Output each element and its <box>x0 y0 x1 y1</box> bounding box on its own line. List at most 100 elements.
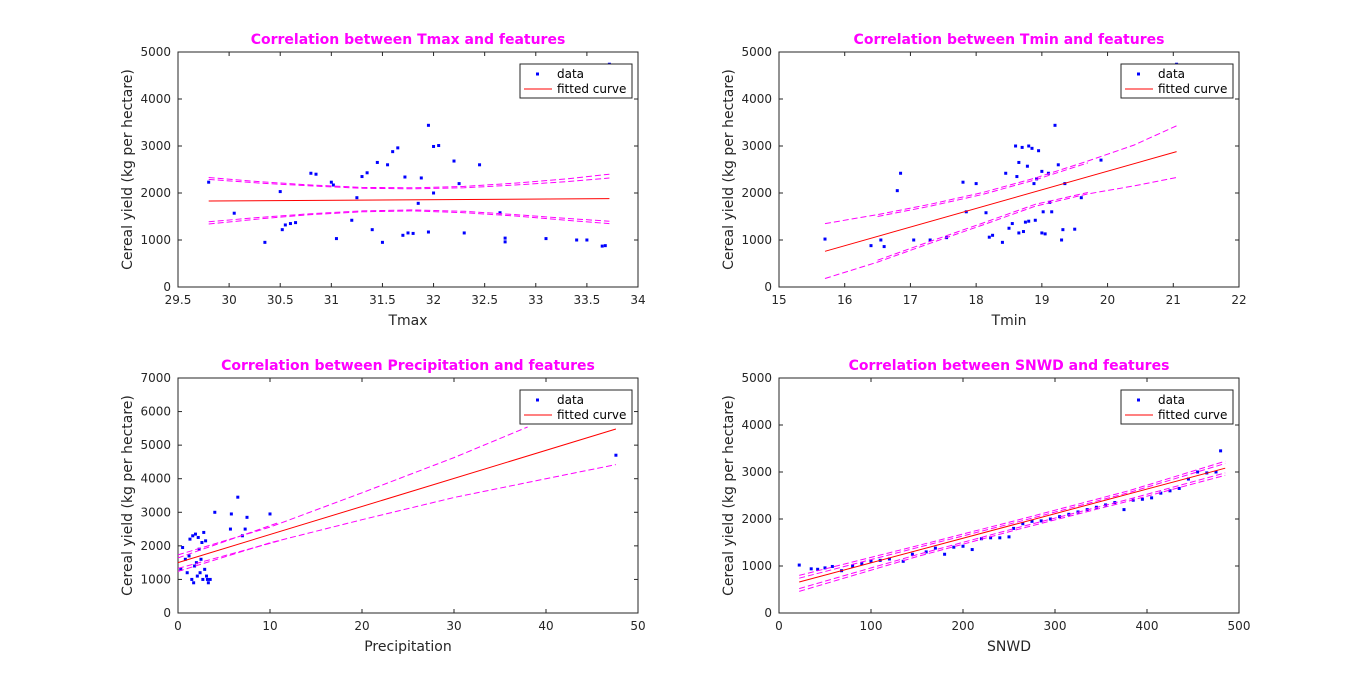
fitted-curve-line <box>177 428 617 564</box>
data-point <box>1177 486 1181 490</box>
data-point <box>998 536 1002 540</box>
data-point <box>910 552 914 556</box>
x-tick-label: 20 <box>1100 293 1115 307</box>
y-tick-label: 1000 <box>140 572 171 586</box>
x-tick-label: 34 <box>630 293 645 307</box>
legend-data-marker <box>536 398 539 402</box>
data-point <box>360 175 364 179</box>
legend-entry-data: data <box>1158 67 1185 81</box>
x-tick-label: 33 <box>528 293 543 307</box>
data-point <box>1050 210 1054 214</box>
data-point <box>1056 163 1060 167</box>
y-tick-label: 2000 <box>140 186 171 200</box>
data-point <box>1168 489 1172 493</box>
data-point <box>1021 522 1025 526</box>
chart-title: Correlation between Tmin and features <box>854 32 1165 48</box>
data-point <box>334 237 338 241</box>
data-point <box>1020 145 1024 149</box>
fitted-curve-line <box>208 198 610 202</box>
x-tick-label: 30 <box>221 293 236 307</box>
data-point <box>1053 123 1057 127</box>
data-point <box>185 571 189 575</box>
data-point <box>961 180 965 184</box>
y-axis-label: Cereal yield (kg per hectare) <box>120 69 136 270</box>
y-tick-label: 3000 <box>741 465 772 479</box>
subplot-3: Correlation between Precipitation and fe… <box>120 358 646 655</box>
data-point <box>1027 144 1031 148</box>
data-point <box>974 182 978 186</box>
x-axis-label: Tmin <box>991 313 1027 329</box>
y-tick-label: 4000 <box>741 418 772 432</box>
data-point <box>365 171 369 175</box>
data-point <box>187 554 191 558</box>
data-point <box>203 567 207 571</box>
x-tick-label: 32 <box>426 293 441 307</box>
y-tick-label: 7000 <box>140 371 171 385</box>
data-point <box>901 559 905 563</box>
data-point <box>236 495 240 499</box>
data-point <box>503 236 507 240</box>
data-point <box>193 564 197 568</box>
data-point <box>1027 219 1031 223</box>
data-point <box>204 539 208 543</box>
data-point <box>1015 175 1019 179</box>
data-point <box>208 577 212 581</box>
data-point <box>228 527 232 531</box>
data-point <box>288 222 292 226</box>
legend-box <box>1120 389 1234 425</box>
data-point <box>197 547 201 551</box>
data-point <box>1073 227 1077 231</box>
data-point <box>183 557 187 561</box>
data-point <box>386 163 390 167</box>
data-point <box>213 510 217 514</box>
data-point <box>1122 508 1126 512</box>
x-tick-label: 16 <box>837 293 852 307</box>
y-tick-label: 0 <box>163 280 171 294</box>
x-tick-label: 21 <box>1166 293 1181 307</box>
data-point <box>830 564 834 568</box>
data-point <box>462 231 466 235</box>
data-point <box>268 512 272 516</box>
data-point <box>1159 491 1163 495</box>
data-point <box>797 563 801 567</box>
data-point <box>1012 526 1016 530</box>
y-axis-label: Cereal yield (kg per hectare) <box>721 69 737 270</box>
x-tick-label: 33.5 <box>574 293 601 307</box>
data-point <box>991 233 995 237</box>
data-point <box>452 159 456 163</box>
data-point <box>419 176 423 180</box>
data-point <box>1140 497 1144 501</box>
confidence-bound-line <box>208 173 610 189</box>
y-tick-label: 4000 <box>140 92 171 106</box>
data-point <box>928 238 932 242</box>
data-point <box>426 123 430 127</box>
data-point <box>201 577 205 581</box>
x-tick-label: 0 <box>174 619 182 633</box>
data-point <box>1186 477 1190 481</box>
data-point <box>1196 470 1200 474</box>
x-tick-label: 19 <box>1034 293 1049 307</box>
confidence-bound-line <box>208 210 610 225</box>
data-point <box>882 245 886 249</box>
y-tick-label: 5000 <box>140 45 171 59</box>
data-point <box>851 564 855 568</box>
data-point <box>912 238 916 242</box>
data-point <box>899 171 903 175</box>
data-point <box>1040 231 1044 235</box>
data-point <box>823 237 827 241</box>
confidence-bound-line <box>799 460 1226 576</box>
data-point <box>1010 222 1014 226</box>
legend-data-marker <box>536 72 539 76</box>
y-axis-label: Cereal yield (kg per hectare) <box>120 395 136 596</box>
data-point <box>1017 160 1021 164</box>
confidence-bound-line <box>799 472 1226 590</box>
data-point <box>478 163 482 167</box>
data-point <box>406 231 410 235</box>
data-point <box>199 557 203 561</box>
y-tick-label: 3000 <box>140 505 171 519</box>
data-point <box>575 238 579 242</box>
data-point <box>200 541 204 544</box>
fitted-curve-line <box>824 151 1177 252</box>
